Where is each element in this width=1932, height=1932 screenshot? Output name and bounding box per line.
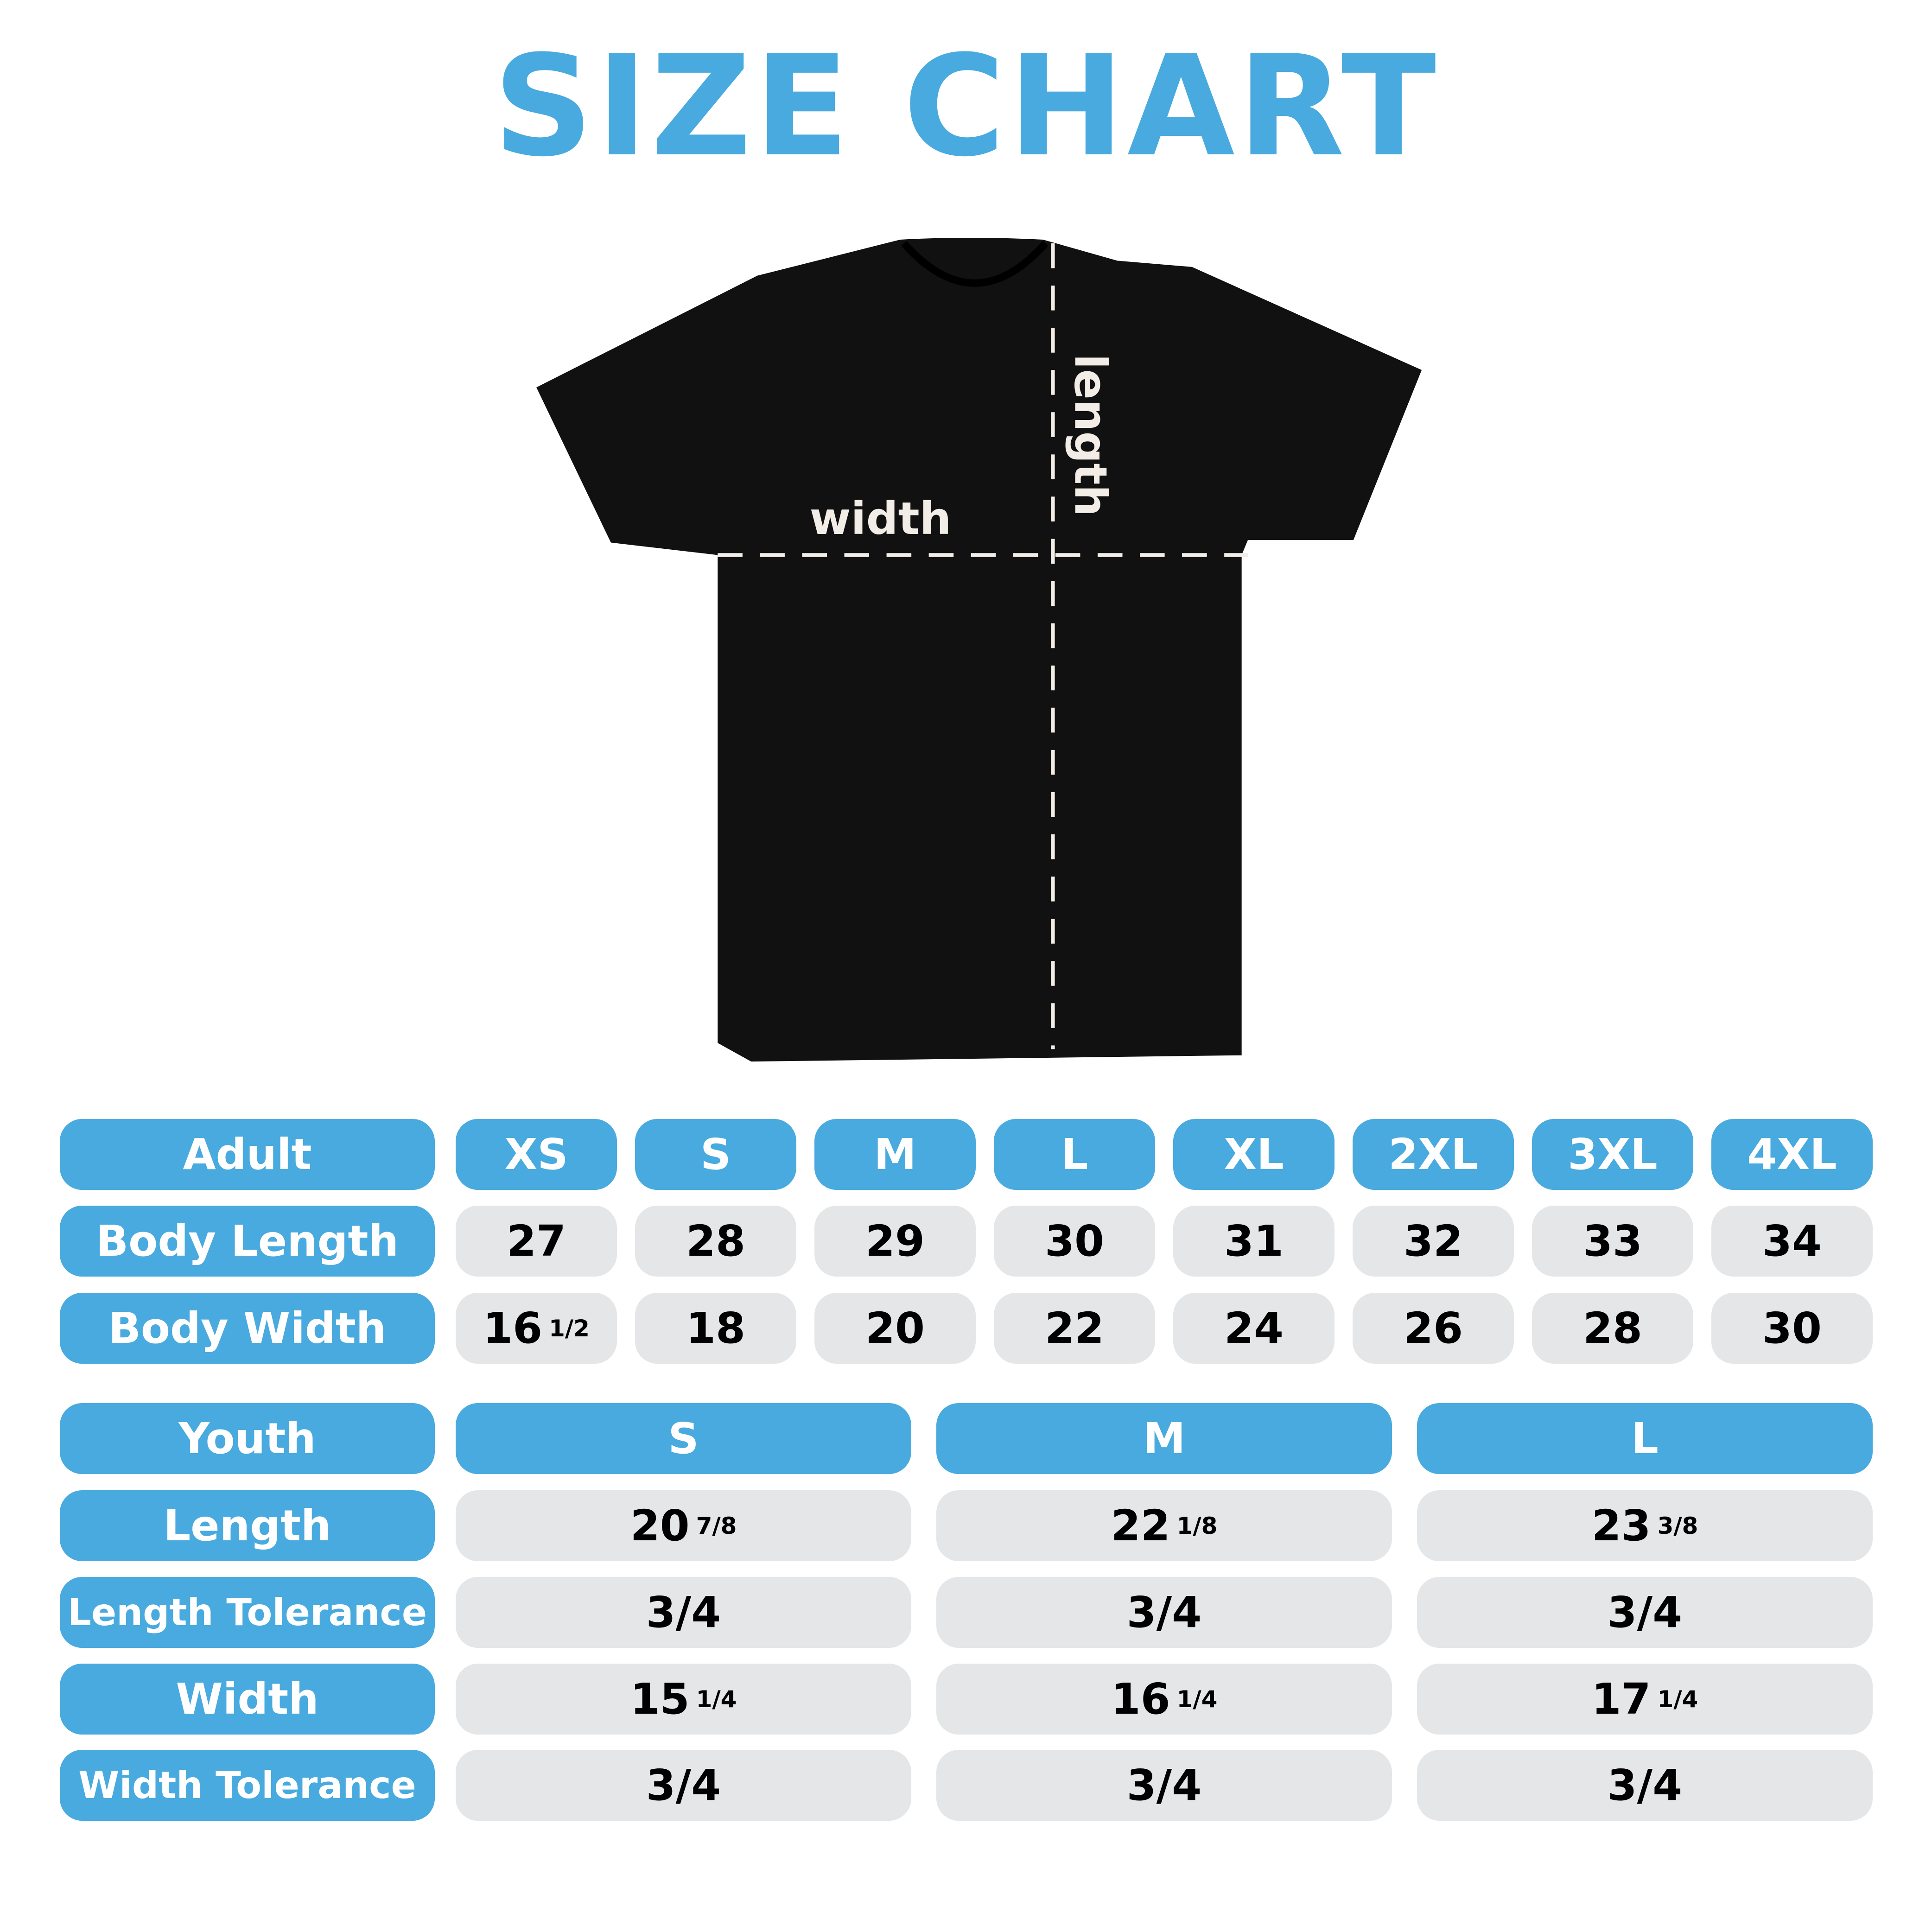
table-cell: 3/4 [1417,1750,1873,1821]
value-fraction: 3/8 [1657,1512,1698,1539]
table-cell: 33 [1532,1206,1693,1277]
size-header-s: S [635,1119,796,1190]
value-whole: 29 [865,1216,925,1266]
tshirt-shape [536,237,1422,1062]
value-fraction: 1/8 [1176,1512,1218,1539]
table-cell: 27 [456,1206,617,1277]
value-fraction: 1/4 [1657,1685,1698,1713]
value-whole: 32 [1403,1216,1463,1266]
row-label: Width Tolerance [60,1750,435,1821]
value-whole: 23 [1591,1501,1651,1551]
value-whole: 16 [483,1303,543,1353]
table-cell: 30 [1711,1293,1873,1364]
value-whole: 30 [1044,1216,1105,1266]
value-whole: 18 [686,1303,746,1353]
size-header-2xl: 2XL [1353,1119,1514,1190]
table-cell: 20 [814,1293,976,1364]
value-whole: 24 [1224,1303,1284,1353]
row-label: Body Length [60,1206,435,1277]
table-cell: 3/4 [1417,1577,1873,1648]
value-whole: 31 [1224,1216,1284,1266]
table-cell: 22 [994,1293,1155,1364]
value-whole: 22 [1111,1501,1170,1551]
tshirt-diagram: width length [536,237,1422,1062]
table-cell: 32 [1353,1206,1514,1277]
value-whole: 33 [1582,1216,1643,1266]
row-label: Body Width [60,1293,435,1364]
value-fraction: 1/4 [696,1685,737,1713]
youth-size-header-l: L [1417,1403,1873,1474]
size-header-xs: XS [456,1119,617,1190]
table-cell: 29 [814,1206,976,1277]
value-whole: 30 [1762,1303,1822,1353]
size-header-4xl: 4XL [1711,1119,1873,1190]
table-cell: 22 1/8 [936,1490,1392,1561]
table-cell: 3/4 [936,1750,1392,1821]
value-whole: 3/4 [1126,1588,1202,1637]
table-cell: 34 [1711,1206,1873,1277]
table-cell: 26 [1353,1293,1514,1364]
width-label: width [809,492,951,545]
row-label: Length Tolerance [60,1577,435,1648]
value-whole: 3/4 [1607,1760,1683,1810]
table-cell: 16 1/4 [936,1664,1392,1735]
value-whole: 3/4 [1607,1588,1683,1637]
table-cell: 17 1/4 [1417,1664,1873,1735]
youth-size-header-s: S [456,1403,911,1474]
table-cell: 28 [635,1206,796,1277]
value-whole: 3/4 [646,1760,721,1810]
youth-size-header-m: M [936,1403,1392,1474]
table-cell: 3/4 [456,1750,911,1821]
length-label: length [1065,354,1117,516]
value-fraction: 1/4 [1176,1685,1218,1713]
value-whole: 28 [686,1216,746,1266]
row-label: Length [60,1490,435,1561]
value-whole: 20 [630,1501,690,1551]
value-whole: 17 [1591,1674,1651,1724]
row-label: Width [60,1664,435,1735]
size-header-m: M [814,1119,976,1190]
table-cell: 15 1/4 [456,1664,911,1735]
table-cell: 28 [1532,1293,1693,1364]
value-fraction: 1/2 [549,1315,590,1342]
value-whole: 3/4 [1126,1760,1202,1810]
value-whole: 16 [1111,1674,1170,1724]
table-cell: 23 3/8 [1417,1490,1873,1561]
table-cell: 16 1/2 [456,1293,617,1364]
adult-header-label: Adult [60,1119,435,1190]
value-whole: 22 [1044,1303,1105,1353]
table-cell: 18 [635,1293,796,1364]
youth-header-label: Youth [60,1403,435,1474]
value-fraction: 7/8 [696,1512,737,1539]
tshirt-collar [901,241,1049,287]
value-whole: 26 [1403,1303,1463,1353]
value-whole: 27 [506,1216,566,1266]
size-header-3xl: 3XL [1532,1119,1693,1190]
page-title: SIZE CHART [493,25,1439,187]
size-header-l: L [994,1119,1155,1190]
value-whole: 28 [1582,1303,1643,1353]
table-cell: 31 [1173,1206,1335,1277]
table-cell: 3/4 [936,1577,1392,1648]
table-cell: 30 [994,1206,1155,1277]
value-whole: 20 [865,1303,925,1353]
table-cell: 20 7/8 [456,1490,911,1561]
size-header-xl: XL [1173,1119,1335,1190]
table-cell: 24 [1173,1293,1335,1364]
value-whole: 34 [1762,1216,1822,1266]
table-cell: 3/4 [456,1577,911,1648]
value-whole: 15 [630,1674,690,1724]
value-whole: 3/4 [646,1588,721,1637]
